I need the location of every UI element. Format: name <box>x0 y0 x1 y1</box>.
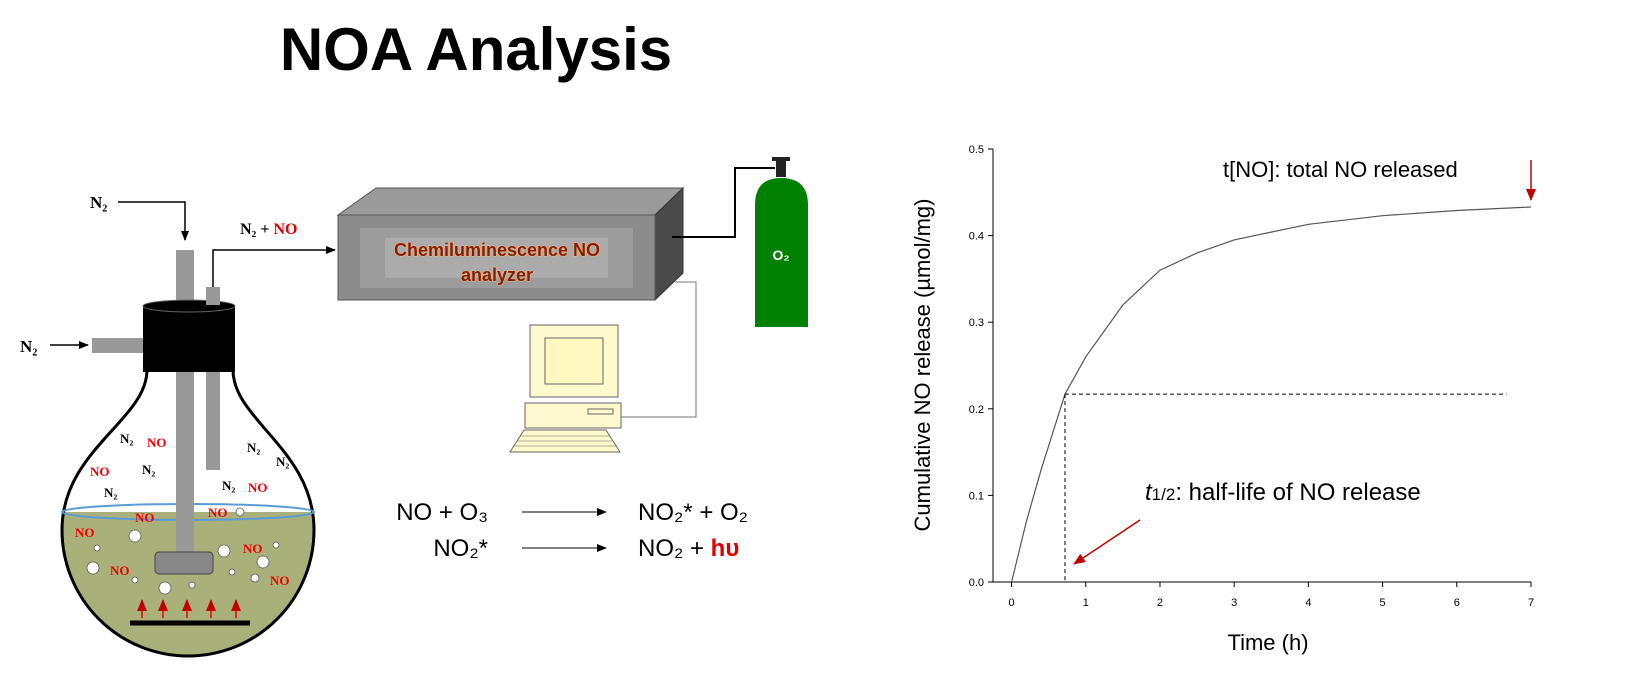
flask-label: NO <box>208 505 228 520</box>
x-tick-label: 1 <box>1083 597 1089 609</box>
y-tick-label: 0.4 <box>969 231 984 243</box>
cylinder-label: O₂ <box>772 247 789 263</box>
reaction-product: NO₂ + <box>638 535 704 562</box>
analyzer-label: Chemiluminescence NO <box>394 240 600 260</box>
chart: 0.0 0.1 0.2 0.3 0.4 0.5 0 1 2 3 4 5 6 7 <box>969 144 1534 609</box>
reaction-left: NO + O₃ <box>396 499 488 526</box>
x-tick-label: 3 <box>1231 597 1237 609</box>
flask-label: N₂ <box>247 440 260 455</box>
half-life-text: : half-life of NO release <box>1175 479 1420 506</box>
total-annotation: t[NO]: total NO released <box>1223 157 1458 182</box>
reaction-right: NO₂* + O₂ <box>638 499 748 526</box>
x-axis-label: Time (h) <box>1227 630 1308 655</box>
inlet-label: N₂ <box>90 193 107 212</box>
flask-label: NO <box>243 541 263 556</box>
flask-label: N₂ <box>222 478 235 493</box>
outlet-no: NO <box>273 221 297 238</box>
reaction-right: NO₂ + hυ <box>638 535 739 562</box>
slide: NOA Analysis N₂ N₂ N₂ + <box>0 0 1644 690</box>
flask-label: N₂ <box>120 431 133 446</box>
x-tick-label: 7 <box>1528 597 1534 609</box>
oxygen-cylinder <box>755 157 808 327</box>
y-tick-label: 0.0 <box>969 577 984 589</box>
flask-label: N₂ <box>142 462 155 477</box>
computer <box>510 325 621 452</box>
x-tick-label: 4 <box>1305 597 1311 609</box>
flask-label: NO <box>90 464 110 479</box>
y-axis-label: Cumulative NO release (µmol/mg) <box>910 199 935 532</box>
reactions: NO + O₃ NO₂* + O₂ NO₂* NO₂ + hυ <box>396 499 748 562</box>
flask-label: NO <box>147 435 167 450</box>
y-tick-label: 0.5 <box>969 144 984 156</box>
analyzer-label: analyzer <box>461 265 533 285</box>
y-tick-label: 0.2 <box>969 404 984 416</box>
outlet-gas: N₂ + <box>240 221 269 238</box>
flask-label: N₂ <box>104 485 117 500</box>
x-tick-label: 0 <box>1008 597 1014 609</box>
x-tick-label: 6 <box>1454 597 1460 609</box>
flask-label: NO <box>75 525 95 540</box>
reaction-left: NO₂* <box>433 535 488 562</box>
half-life-annotation: t1/2: half-life of NO release <box>1145 479 1421 506</box>
half-life-subscript: 1/2 <box>1152 485 1176 504</box>
flask-label: NO <box>135 510 155 525</box>
flask-label: NO <box>270 573 290 588</box>
outlet-label: N₂ + NO <box>240 221 297 238</box>
y-tick-label: 0.1 <box>969 490 984 502</box>
flask <box>50 202 335 672</box>
inlet-label: N₂ <box>20 337 37 356</box>
y-tick-label: 0.3 <box>969 317 984 329</box>
flask-label: N₂ <box>276 454 289 469</box>
slide-title: NOA Analysis <box>280 16 672 83</box>
photon: hυ <box>711 535 740 562</box>
flask-label: NO <box>248 480 268 495</box>
x-tick-label: 5 <box>1380 597 1386 609</box>
flask-label: NO <box>110 563 130 578</box>
x-tick-label: 2 <box>1157 597 1163 609</box>
